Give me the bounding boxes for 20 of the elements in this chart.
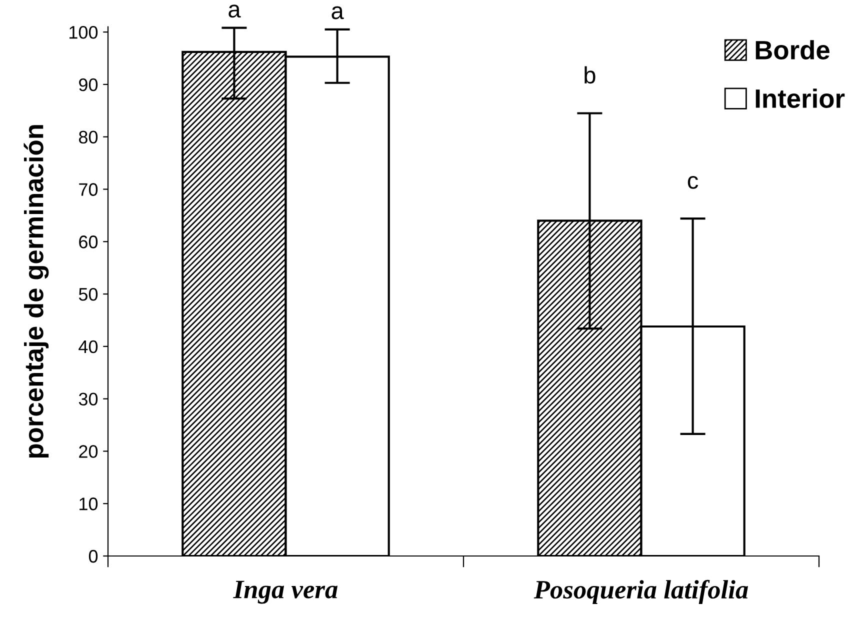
annotation: b <box>584 66 596 84</box>
y-tick-label: 90 <box>79 78 98 92</box>
annotation: c <box>688 176 698 189</box>
y-axis-title: porcentaje de germinación <box>24 125 49 458</box>
y-tick-label: 0 <box>88 550 98 563</box>
y-tick-label: 40 <box>78 340 98 354</box>
y-tick-label: 70 <box>79 183 98 196</box>
y-tick-label: 80 <box>78 130 98 144</box>
y-tick-label: 20 <box>79 445 98 458</box>
y-tick-label: 30 <box>78 392 98 406</box>
x-tick-label: Posoqueria latifolia <box>534 580 748 604</box>
text: a <box>332 6 344 20</box>
y-tick-label: 50 <box>78 288 98 301</box>
x-tick-label: Inga vera <box>233 580 338 604</box>
y-tick-label: 10 <box>80 498 98 510</box>
text: a <box>228 4 241 18</box>
legend-label: Borde <box>756 40 830 60</box>
legend-label: Interior <box>756 88 845 108</box>
y-tick-label: 60 <box>79 236 98 248</box>
y-tick-label: 100 <box>70 26 98 39</box>
